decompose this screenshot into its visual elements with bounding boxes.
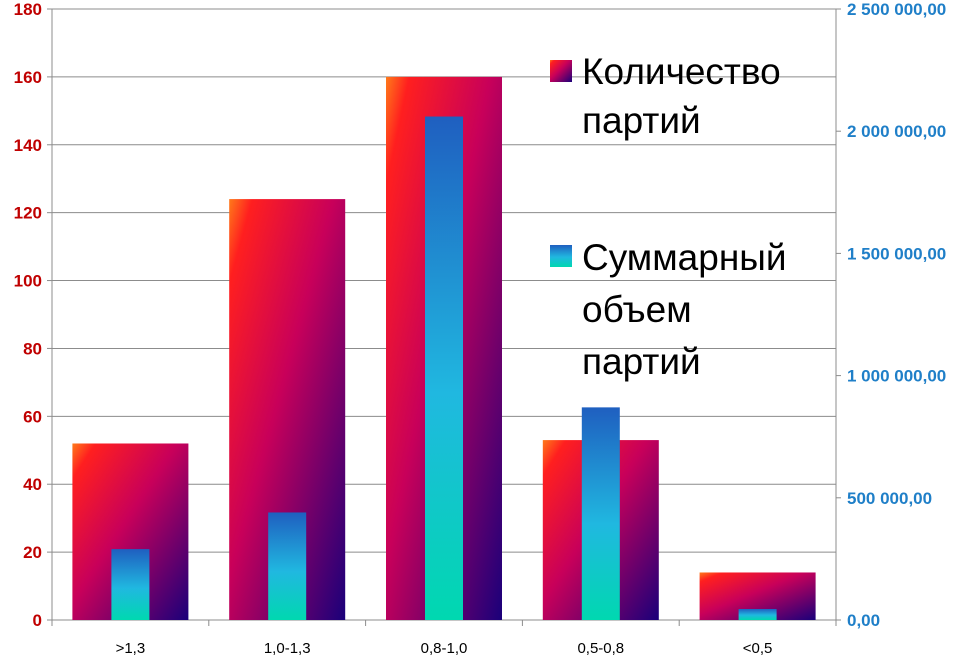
- volume-bar: [268, 512, 307, 620]
- left-axis-tick-label: 180: [14, 0, 42, 19]
- left-axis-tick-label: 140: [14, 136, 42, 155]
- legend-label-volume: партий: [582, 341, 701, 382]
- right-axis-tick-label: 2 000 000,00: [847, 122, 946, 141]
- volume-bars: [111, 116, 777, 620]
- category-label: <0,5: [743, 640, 773, 657]
- volume-bar: [738, 609, 777, 620]
- right-axis-tick-label: 1 500 000,00: [847, 244, 946, 263]
- right-axis-tick-label: 1 000 000,00: [847, 367, 946, 386]
- volume-bar: [111, 549, 150, 620]
- category-label: >1,3: [116, 640, 146, 657]
- left-axis-tick-label: 80: [23, 339, 42, 358]
- left-axis-tick-label: 160: [14, 68, 42, 87]
- left-axis-tick-label: 60: [23, 407, 42, 426]
- right-axis-tick-label: 500 000,00: [847, 489, 932, 508]
- left-axis-tick-label: 40: [23, 475, 42, 494]
- right-axis-tick-label: 2 500 000,00: [847, 0, 946, 19]
- category-label: 0,8-1,0: [421, 640, 468, 657]
- axes: 0 20 40 60 80 100 120 140 160 180 0,00 500 000,00 1 …: [14, 0, 947, 657]
- left-axis-tick-label: 120: [14, 204, 42, 223]
- left-axis-tick-label: 0: [33, 611, 42, 630]
- category-label: 0,5-0,8: [577, 640, 624, 657]
- category-label: 1,0-1,3: [264, 640, 311, 657]
- legend-label-count: Количество: [582, 51, 781, 92]
- legend: Количество партий Суммарный объем партий: [550, 51, 787, 382]
- left-axis-tick-label: 100: [14, 272, 42, 291]
- volume-bar: [425, 116, 463, 620]
- legend-label-volume: объем: [582, 289, 692, 330]
- legend-swatch-count: [550, 60, 572, 82]
- legend-label-volume: Суммарный: [582, 237, 787, 278]
- legend-label-count: партий: [582, 100, 701, 141]
- legend-swatch-volume: [550, 245, 572, 267]
- volume-bar: [581, 407, 620, 620]
- left-axis-tick-label: 20: [23, 543, 42, 562]
- right-axis-tick-label: 0,00: [847, 611, 880, 630]
